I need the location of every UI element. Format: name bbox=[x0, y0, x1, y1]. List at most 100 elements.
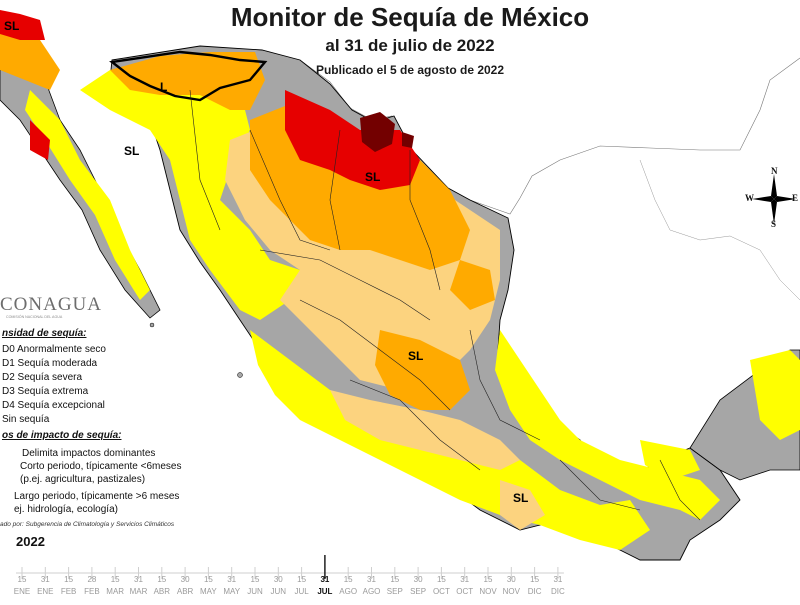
d0-tabasco bbox=[640, 440, 700, 480]
legend-item-d3: D3 Sequía extrema bbox=[2, 386, 89, 397]
d4-coahuila-small bbox=[402, 132, 414, 148]
timeline-tick-label[interactable]: 15 bbox=[483, 575, 493, 584]
compass-north: N bbox=[771, 166, 778, 176]
compass-south: S bbox=[771, 219, 777, 229]
map-label-l: L bbox=[160, 80, 167, 94]
timeline-month-label[interactable]: ENE bbox=[13, 587, 31, 596]
timeline-tick-label[interactable]: 15 bbox=[17, 575, 27, 584]
timeline-tick-label[interactable]: 30 bbox=[506, 575, 516, 584]
timeline-month-label[interactable]: FEB bbox=[60, 587, 77, 596]
legend-item-d4: D4 Sequía excepcional bbox=[2, 400, 105, 411]
conagua-logo-subtext: COMISIÓN NACIONAL DEL AGUA bbox=[6, 315, 63, 319]
timeline-tick-label[interactable]: 30 bbox=[413, 575, 423, 584]
timeline-tick-label[interactable]: 31 bbox=[40, 575, 50, 584]
timeline-month-label[interactable]: JUN bbox=[270, 587, 287, 596]
timeline-tick-label[interactable]: 30 bbox=[180, 575, 190, 584]
timeline-month-label[interactable]: MAR bbox=[129, 587, 148, 596]
timeline-month-label[interactable]: NOV bbox=[502, 587, 520, 596]
island bbox=[149, 322, 155, 328]
legend-item-d0: D0 Anormalmente seco bbox=[2, 344, 106, 355]
timeline-month-label[interactable]: AGO bbox=[362, 587, 381, 596]
d1-oaxaca bbox=[500, 480, 545, 530]
timeline-month-label[interactable]: MAY bbox=[223, 587, 241, 596]
compass-west: W bbox=[745, 193, 754, 203]
timeline-tick-label[interactable]: 15 bbox=[436, 575, 446, 584]
legend-item-d2: D2 Sequía severa bbox=[2, 372, 83, 383]
timeline-month-label[interactable]: FEB bbox=[84, 587, 100, 596]
d4-coahuila bbox=[360, 112, 395, 152]
legend-intensity-header: nsidad de sequía: bbox=[2, 328, 87, 339]
timeline-month-label[interactable]: ABR bbox=[153, 587, 171, 596]
timeline-year: 2022 bbox=[16, 534, 45, 549]
timeline[interactable]: 15 ENE 31 ENE 15 FEB 28 FEB 15 MAR 31 MAR 15 ABR 30 ABR… bbox=[0, 555, 800, 600]
timeline-tick-label[interactable]: 15 bbox=[110, 575, 120, 584]
d3-areas bbox=[0, 10, 420, 190]
timeline-tick-label[interactable]: 31 bbox=[134, 575, 143, 584]
d3-chihuahua-coahuila bbox=[285, 90, 420, 190]
d2-bajio bbox=[375, 330, 470, 410]
legend-impact-header: os de impacto de sequía: bbox=[2, 430, 122, 441]
d0-yucatan bbox=[750, 350, 800, 440]
compass-east: E bbox=[792, 193, 799, 203]
d4-areas bbox=[360, 112, 414, 152]
map-label-sl: SL bbox=[408, 349, 423, 363]
timeline-month-label[interactable]: JUN bbox=[247, 587, 263, 596]
timeline-month-label[interactable]: AGO bbox=[339, 587, 358, 596]
legend-impact-dominant: Delimita impactos dominantes bbox=[22, 448, 156, 459]
d3-baja-mid bbox=[30, 120, 50, 160]
timeline-month-label[interactable]: DIC bbox=[527, 587, 542, 596]
timeline-tick-label[interactable]: 15 bbox=[297, 575, 307, 584]
timeline-tick-label[interactable]: 15 bbox=[64, 575, 74, 584]
legend-impact-long: Largo periodo, típicamente >6 meses bbox=[14, 491, 180, 502]
legend-impact-long-example: ej. hidrología, ecología) bbox=[14, 504, 118, 515]
timeline-tick-label[interactable]: 15 bbox=[390, 575, 400, 584]
timeline-tick-label[interactable]: 15 bbox=[250, 575, 260, 584]
timeline-month-label[interactable]: ABR bbox=[176, 587, 194, 596]
timeline-month-label[interactable]: DIC bbox=[551, 587, 565, 596]
timeline-tick-label[interactable]: 30 bbox=[273, 575, 283, 584]
timeline-month-label[interactable]: OCT bbox=[456, 587, 474, 596]
d0-baja bbox=[25, 90, 150, 300]
timeline-tick-label[interactable]: 31 bbox=[553, 575, 563, 584]
d0-north-west bbox=[80, 60, 300, 320]
legend-item-no-drought: Sin sequía bbox=[2, 414, 50, 425]
timeline-tick-label[interactable]: 15 bbox=[157, 575, 167, 584]
compass-rose-icon: N S W E bbox=[740, 166, 800, 232]
us-border-line bbox=[204, 47, 800, 215]
timeline-tick-label[interactable]: 28 bbox=[87, 575, 97, 584]
map-label-sl: SL bbox=[4, 19, 19, 33]
island bbox=[237, 372, 243, 378]
timeline-month-label[interactable]: SEP bbox=[410, 587, 427, 596]
timeline-month-label[interactable]: MAY bbox=[200, 587, 217, 596]
d2-baja-top bbox=[0, 30, 60, 90]
page-title: Monitor de Sequía de México bbox=[230, 2, 590, 32]
d1-central-south bbox=[330, 390, 520, 470]
timeline-tick-label[interactable]: 31 bbox=[227, 575, 237, 584]
d2-sonora-top bbox=[110, 52, 265, 110]
legend-impact-short-example: (p.ej. agricultura, pastizales) bbox=[20, 474, 146, 485]
timeline-month-label[interactable]: JUL bbox=[317, 587, 333, 596]
timeline-month-label[interactable]: NOV bbox=[479, 587, 497, 596]
timeline-month-label[interactable]: ENE bbox=[37, 587, 54, 596]
timeline-month-label[interactable]: JUL bbox=[294, 587, 309, 596]
conagua-logo: CONAGUA bbox=[0, 294, 102, 315]
published-date: Publicado el 5 de agosto de 2022 bbox=[315, 63, 505, 77]
timeline-month-label[interactable]: SEP bbox=[386, 587, 403, 596]
timeline-tick-label[interactable]: 15 bbox=[530, 575, 540, 584]
state-borders bbox=[189, 89, 701, 521]
timeline-month-label[interactable]: MAR bbox=[106, 587, 125, 596]
timeline-tick-label[interactable]: 15 bbox=[343, 575, 353, 584]
legend-item-d1: D1 Sequía moderada bbox=[2, 358, 98, 369]
timeline-tick-label[interactable]: 31 bbox=[320, 575, 330, 584]
timeline-tick-label[interactable]: 31 bbox=[460, 575, 470, 584]
timeline-tick-label[interactable]: 15 bbox=[203, 575, 213, 584]
map-label-sl: SL bbox=[365, 170, 380, 184]
d3-baja-top bbox=[0, 10, 45, 40]
credit-text: ado por: Subgerencia de Climatología y S… bbox=[0, 521, 175, 528]
legend-impact-short: Corto periodo, típicamente <6meses bbox=[20, 461, 182, 472]
timeline-month-label[interactable]: OCT bbox=[432, 587, 450, 596]
page-subtitle: al 31 de julio de 2022 bbox=[325, 36, 495, 55]
timeline-tick-label[interactable]: 31 bbox=[367, 575, 376, 584]
